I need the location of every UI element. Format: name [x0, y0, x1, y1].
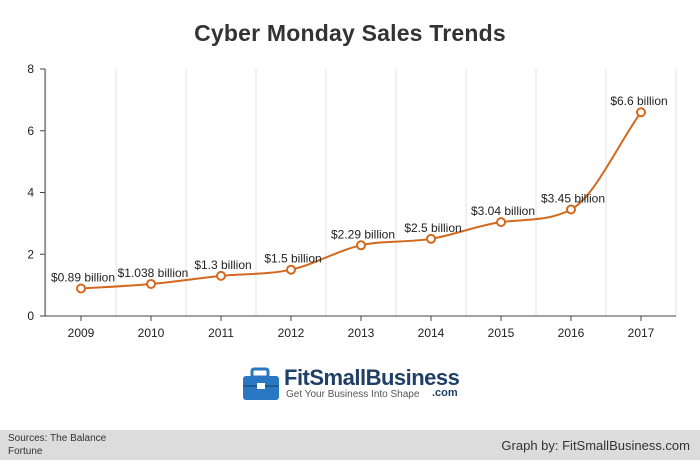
data-label: $2.5 billion: [404, 221, 461, 235]
sources-line-1: Sources: The Balance: [8, 433, 107, 444]
graph-credit: Graph by: FitSmallBusiness.com: [501, 438, 690, 453]
data-label: $1.5 billion: [264, 252, 321, 266]
y-tick-label: 4: [27, 186, 34, 200]
data-label: $1.3 billion: [194, 258, 251, 272]
logo-tagline: Get Your Business Into Shape: [286, 389, 420, 400]
sources-line-2: Fortune: [8, 446, 43, 457]
data-point: [356, 240, 366, 251]
data-label: $0.89 billion: [51, 271, 115, 285]
data-label: $6.6 billion: [610, 94, 667, 108]
data-label: $3.45 billion: [541, 191, 605, 205]
logo-wordmark: FitSmallBusiness: [284, 365, 460, 390]
data-point: [216, 270, 226, 281]
data-point: [426, 233, 436, 244]
x-tick-label: 2014: [418, 326, 445, 340]
x-tick-label: 2015: [488, 326, 515, 340]
y-tick-label: 6: [27, 124, 34, 138]
data-point: [496, 217, 506, 228]
briefcase-icon: [243, 367, 279, 400]
x-tick-label: 2009: [68, 326, 95, 340]
data-labels: $0.89 billion $1.038 billion $1.3 billion $…: [51, 94, 668, 284]
chart-title: Cyber Monday Sales Trends: [194, 20, 506, 46]
y-tick-label: 2: [27, 247, 34, 261]
data-label: $2.29 billion: [331, 227, 395, 241]
grid: [45, 69, 677, 316]
fitsmallbusiness-logo: FitSmallBusiness Get Your Business Into …: [240, 365, 470, 406]
data-point: [76, 283, 86, 294]
y-tick-label: 8: [27, 62, 34, 76]
axes: 0 2 4 6 8 2009 2010 2011 2012 2013 2014 2015 2016 201…: [27, 62, 676, 340]
x-tick-label: 2013: [348, 326, 375, 340]
footer: Sources: The Balance Fortune Graph by: F…: [0, 430, 700, 460]
data-point: [146, 278, 156, 289]
y-tick-label: 0: [27, 309, 34, 323]
data-point: [566, 204, 576, 215]
data-label: $1.038 billion: [118, 266, 189, 280]
x-tick-label: 2016: [558, 326, 585, 340]
data-point: [286, 264, 296, 275]
x-tick-label: 2011: [208, 326, 234, 340]
logo-domain-suffix: .com: [432, 387, 458, 399]
x-tick-label: 2010: [138, 326, 165, 340]
line-chart: 0 2 4 6 8 2009 2010 2011 2012 2013 2014 2015 2016 201…: [27, 62, 677, 340]
series: [76, 107, 646, 294]
data-point: [636, 107, 646, 118]
sources-note: Sources: The Balance Fortune: [8, 432, 106, 458]
x-tick-label: 2012: [278, 326, 305, 340]
x-tick-label: 2017: [628, 326, 655, 340]
data-label: $3.04 billion: [471, 204, 535, 218]
